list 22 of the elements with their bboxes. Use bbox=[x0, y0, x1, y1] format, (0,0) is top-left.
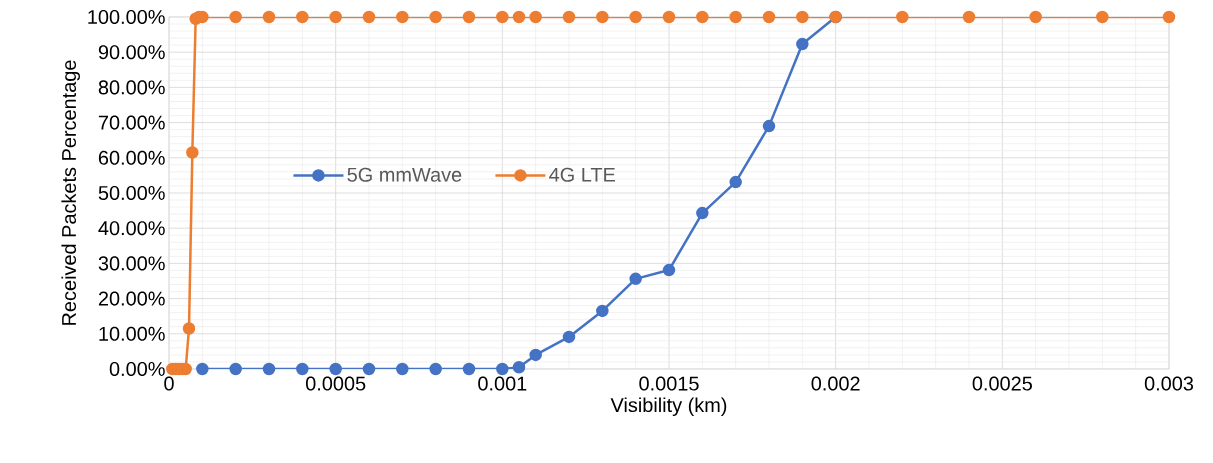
y-tick-label: 0.00% bbox=[109, 361, 165, 377]
x-tick-label: 0 bbox=[164, 376, 174, 391]
x-tick-label: 0.003 bbox=[1144, 376, 1194, 391]
x-tick-label: 0.002 bbox=[811, 376, 860, 391]
y-tick-label: 60.00% bbox=[98, 150, 165, 165]
x-tick-label: 0.0025 bbox=[972, 376, 1032, 391]
x-tick-label: 0.0015 bbox=[639, 376, 699, 391]
y-axis-title: Received Packets Percentage bbox=[61, 60, 80, 325]
x-tick-label: 0.0005 bbox=[305, 376, 366, 391]
y-tick-label: 10.00% bbox=[99, 326, 165, 341]
y-tick-label: 90.00% bbox=[98, 45, 165, 60]
x-tick-label: 0.001 bbox=[478, 376, 527, 391]
y-tick-label: 40.00% bbox=[98, 221, 165, 236]
y-tick-label: 80.00% bbox=[98, 80, 165, 95]
y-tick-label: 30.00% bbox=[98, 256, 165, 271]
legend-label: 4G LTE bbox=[549, 167, 616, 182]
x-axis-title: Visibility (km) bbox=[610, 397, 727, 417]
y-tick-label: 100.00% bbox=[88, 9, 165, 25]
y-tick-label: 20.00% bbox=[98, 291, 165, 306]
legend-label: 5G mmWave bbox=[347, 167, 462, 182]
y-tick-label: 70.00% bbox=[98, 115, 165, 130]
y-tick-label: 50.00% bbox=[98, 185, 165, 201]
